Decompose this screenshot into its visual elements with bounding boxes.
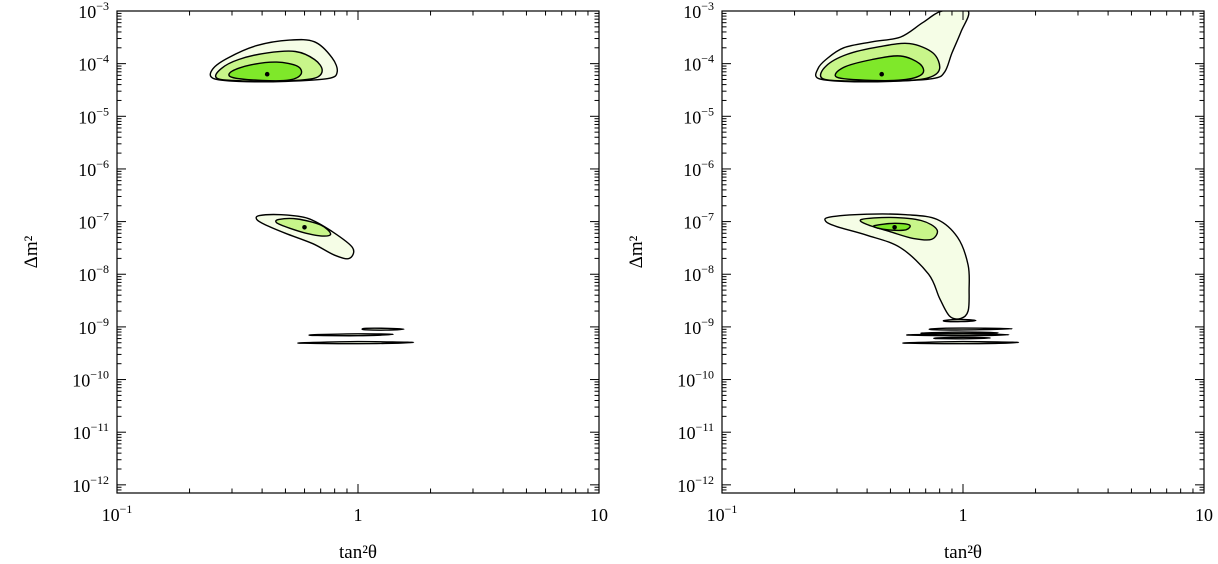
best-fit-point (892, 225, 897, 230)
contour-region-outer (928, 327, 1013, 331)
y-tick-label: 10−7 (683, 210, 714, 233)
contour-region-outer (297, 340, 415, 345)
axis-ticks (116, 10, 599, 494)
axis-ticks (721, 10, 1204, 494)
contour-region-outer (902, 340, 1020, 345)
contour-region-outer (361, 327, 405, 331)
y-tick-label: 10−4 (683, 52, 714, 75)
contour-region-outer (255, 213, 355, 260)
y-axis-label: Δm² (21, 235, 42, 268)
y-tick-label: 10−3 (78, 0, 109, 22)
y-tick-label: 10−6 (78, 157, 109, 180)
y-tick-label: 10−6 (683, 157, 714, 180)
x-tick-label: 10−1 (102, 502, 133, 525)
contour-region-inner (228, 61, 303, 82)
x-tick-label: 1 (959, 505, 968, 525)
contour-region-inner (834, 55, 925, 82)
x-tick-label: 10 (590, 505, 608, 525)
contour-regions (814, 11, 1020, 345)
x-axis-label: tan²θ (339, 542, 377, 563)
x-tick-label: 10−1 (707, 502, 738, 525)
y-tick-label: 10−5 (78, 104, 109, 127)
x-tick-label: 10 (1195, 505, 1213, 525)
best-fit-point (302, 225, 307, 230)
y-tick-label: 10−11 (73, 420, 109, 443)
plot-frame (116, 10, 600, 494)
best-fit-point (879, 71, 884, 77)
y-tick-label: 10−11 (678, 420, 714, 443)
contour-region-inner (872, 222, 911, 232)
y-tick-label: 10−5 (683, 104, 714, 127)
y-tick-label: 10−12 (677, 473, 714, 496)
contour-region-outer (824, 213, 971, 320)
contour-region-outer (906, 333, 1010, 337)
y-tick-label: 10−10 (677, 368, 714, 391)
x-tick-label: 1 (354, 505, 363, 525)
panel-left: 10−1 1 1010−310−410−510−610−710−810−910−10… (21, 0, 608, 563)
y-tick-label: 10−9 (683, 315, 714, 338)
panel-right: 10−1 1 1010−310−410−510−610−710−810−910−10… (626, 0, 1213, 563)
contour-region-outer (308, 333, 394, 337)
y-tick-label: 10−9 (78, 315, 109, 338)
y-tick-label: 10−12 (72, 473, 109, 496)
y-tick-label: 10−7 (78, 210, 109, 233)
y-tick-label: 10−8 (78, 262, 109, 285)
contour-regions (209, 38, 415, 345)
y-axis-label: Δm² (626, 235, 647, 268)
contour-region-outer (933, 336, 992, 340)
y-tick-label: 10−4 (78, 52, 109, 75)
best-fit-point (264, 71, 270, 77)
contour-region-outer (942, 318, 977, 323)
y-tick-label: 10−10 (72, 368, 109, 391)
y-tick-label: 10−3 (683, 0, 714, 22)
y-tick-label: 10−8 (683, 262, 714, 285)
x-axis-label: tan²θ (944, 542, 982, 563)
